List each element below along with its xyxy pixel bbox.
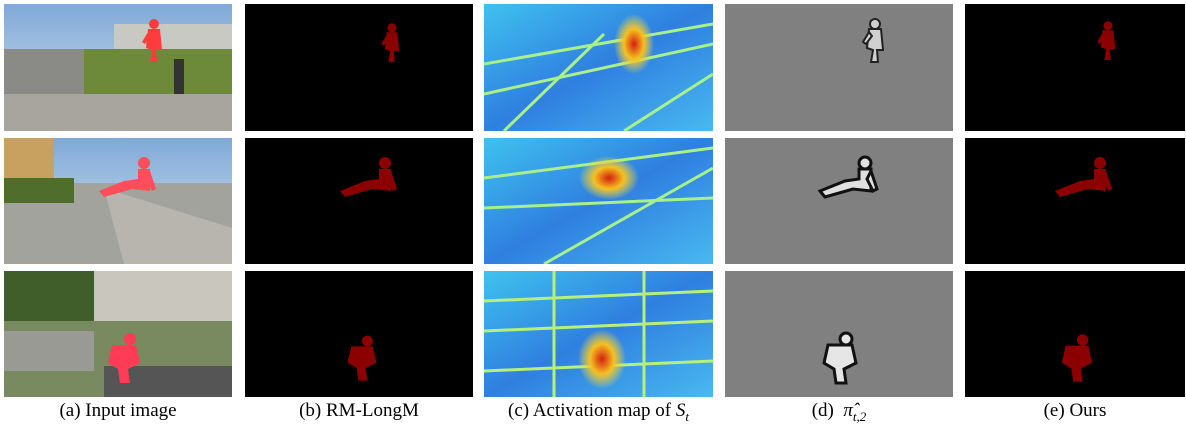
- input-image: [4, 271, 232, 397]
- ours-mask: [965, 271, 1185, 397]
- figure: (a) Input image (b) RM-LongM (c) Activat…: [0, 0, 1186, 436]
- pi-map: [725, 271, 953, 397]
- caption-label: (a): [59, 400, 80, 421]
- caption-label: (d): [812, 400, 834, 421]
- math-base: S: [676, 400, 686, 421]
- activation-map: [484, 4, 713, 131]
- rm-longm-mask: [245, 138, 473, 264]
- input-image: [4, 138, 232, 264]
- ours-mask: [965, 4, 1185, 131]
- caption-text: Ours: [1069, 400, 1106, 421]
- caption: (e) Ours: [965, 400, 1185, 422]
- math-subscript: t,2: [853, 409, 866, 424]
- input-image: [4, 4, 232, 131]
- activation-map: [484, 138, 713, 264]
- math-subscript: t: [685, 409, 689, 424]
- caption: (c) Activation map of St: [484, 400, 713, 425]
- caption-label: (c): [508, 400, 529, 421]
- caption-text: Input image: [85, 400, 176, 421]
- pi-map: [725, 4, 953, 131]
- math-base: π̂: [843, 400, 853, 421]
- caption-text: Activation map of: [533, 400, 671, 421]
- rm-longm-mask: [245, 271, 473, 397]
- caption-text: RM-LongM: [326, 400, 419, 421]
- caption: (b) RM-LongM: [245, 400, 473, 422]
- caption-label: (b): [299, 400, 321, 421]
- caption: (d) π̂t,2: [725, 400, 953, 425]
- caption-label: (e): [1044, 400, 1065, 421]
- caption: (a) Input image: [4, 400, 232, 422]
- rm-longm-mask: [245, 4, 473, 131]
- pi-map: [725, 138, 953, 264]
- activation-map: [484, 271, 713, 397]
- ours-mask: [965, 138, 1185, 264]
